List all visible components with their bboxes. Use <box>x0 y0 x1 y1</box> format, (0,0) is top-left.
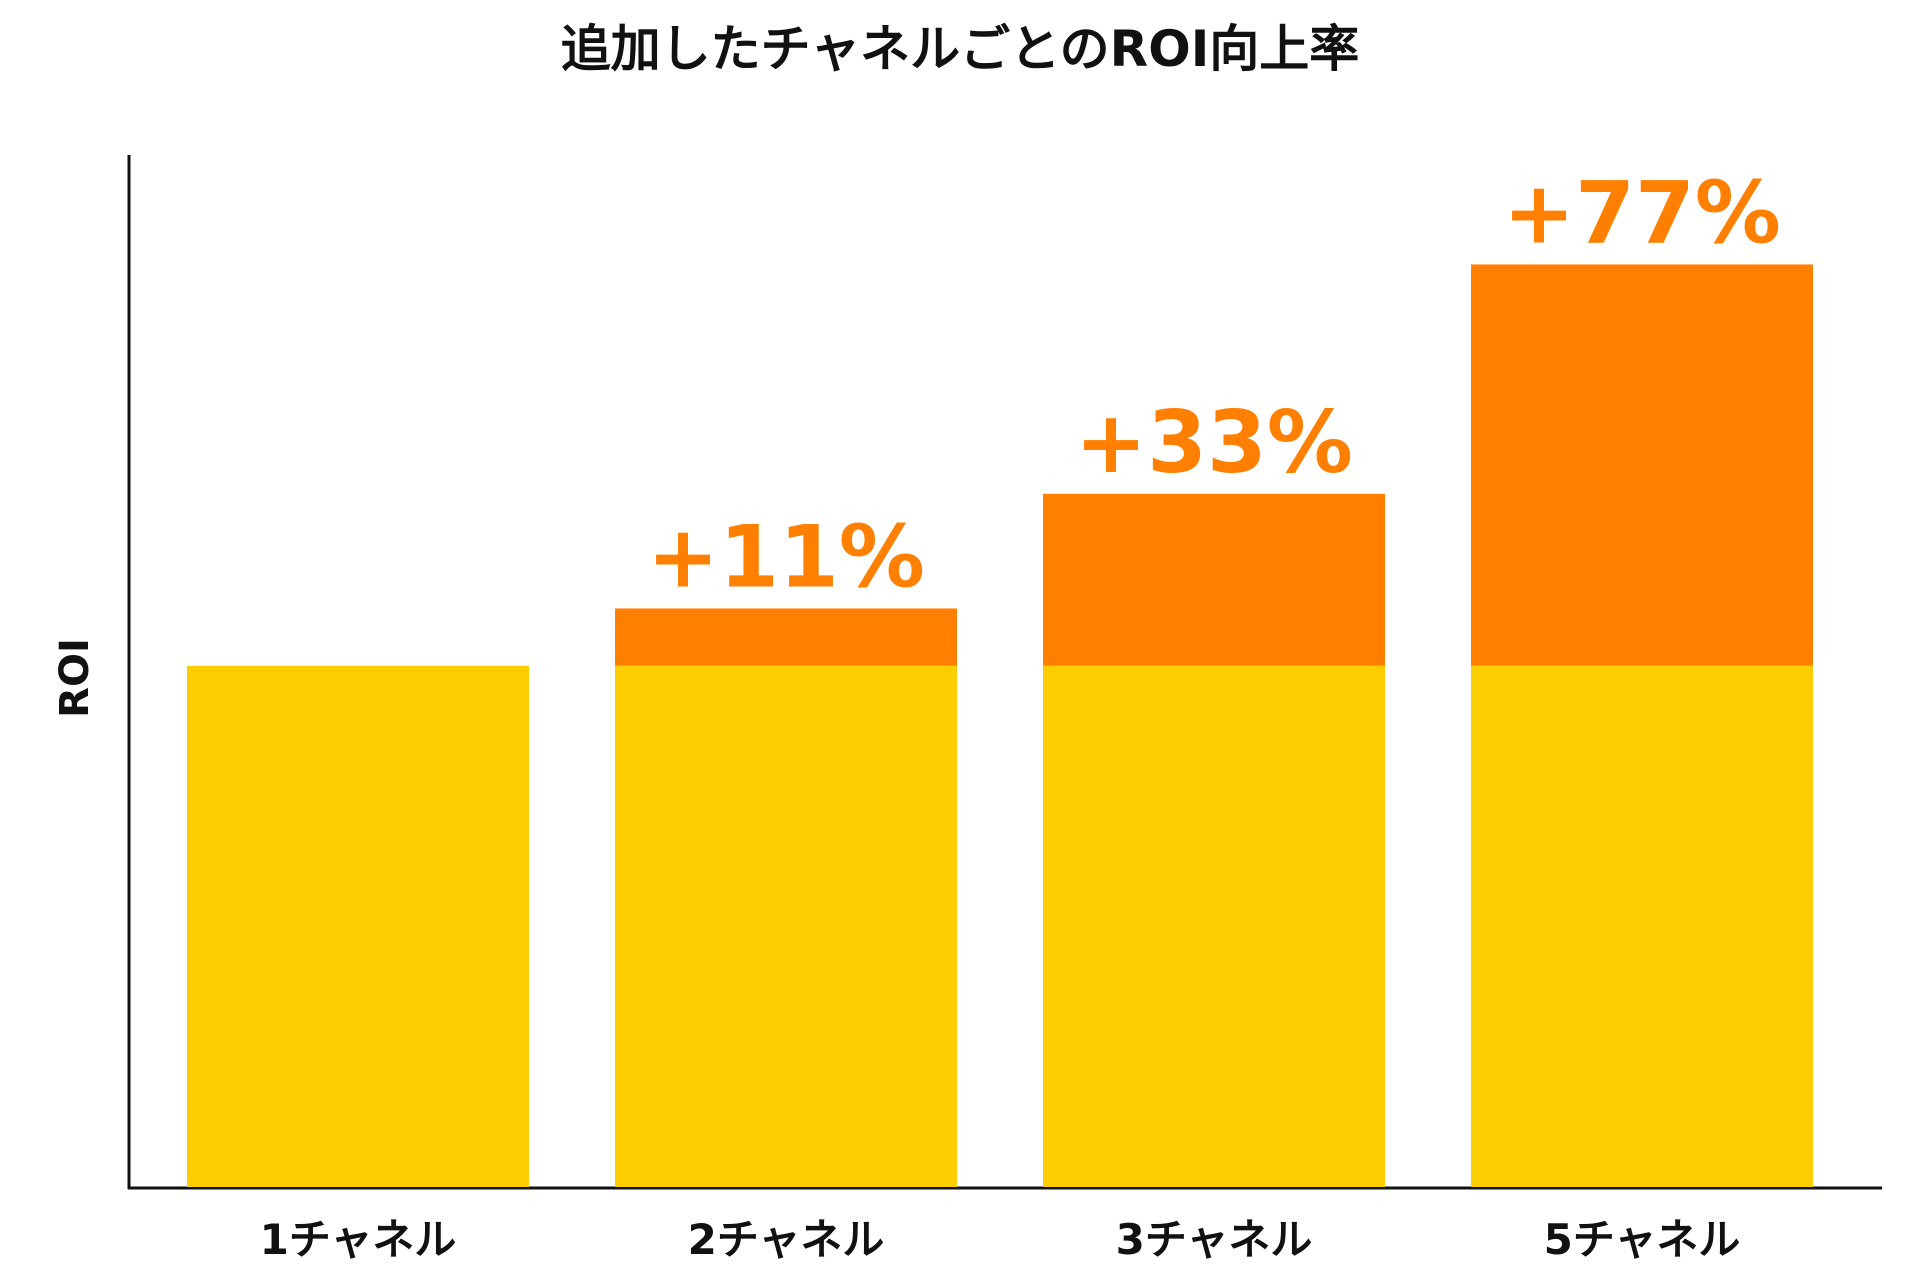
bar-segment <box>615 608 957 666</box>
bar-segment <box>187 665 529 1187</box>
value-label: +11% <box>647 507 925 607</box>
bar-segment <box>1043 493 1385 666</box>
y-axis-label: ROI <box>52 638 98 718</box>
bar-segment <box>615 665 957 1187</box>
x-tick-label: 1チャネル <box>260 1215 457 1264</box>
x-tick-label: 5チャネル <box>1544 1215 1741 1264</box>
x-tick-label: 2チャネル <box>688 1215 885 1264</box>
chart-title: 追加したチャネルごとのROI向上率 <box>561 20 1360 78</box>
value-label: +33% <box>1075 393 1353 493</box>
bar-segment <box>1043 665 1385 1187</box>
bar-segment <box>1471 665 1813 1187</box>
x-tick-label: 3チャネル <box>1116 1215 1313 1264</box>
value-label: +77% <box>1503 163 1781 263</box>
bar-segment <box>1471 264 1813 666</box>
